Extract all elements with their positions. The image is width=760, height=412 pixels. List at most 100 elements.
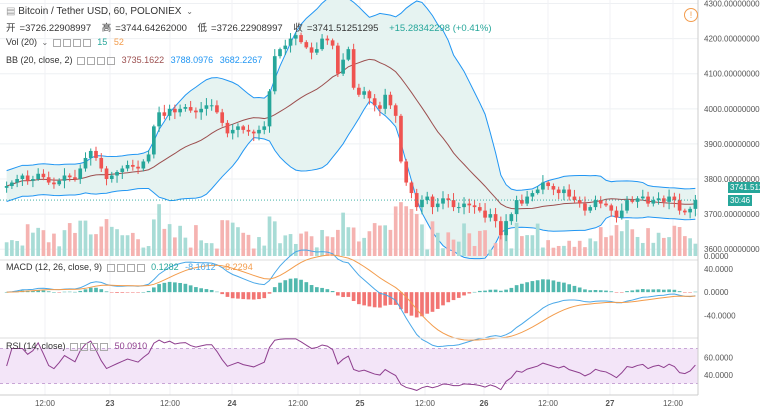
close-label: 收: [293, 23, 303, 34]
macd-histogram-bar: [567, 284, 572, 293]
rsi-legend[interactable]: RSI (14, close) 50.0910: [6, 341, 147, 351]
macd-histogram-bar: [541, 279, 545, 293]
more-icon[interactable]: [107, 56, 116, 65]
volume-bar: [520, 236, 524, 256]
volume-bar: [677, 227, 682, 256]
candle-body: [604, 203, 608, 206]
symbol-icon: ▤: [6, 6, 16, 17]
gear-icon[interactable]: [116, 263, 125, 272]
close-icon[interactable]: [126, 263, 135, 272]
macd-histogram-bar: [661, 289, 666, 293]
volume-bar: [52, 233, 56, 256]
macd-histogram-bar: [614, 292, 619, 293]
candle-body: [109, 175, 114, 180]
macd-histogram-bar: [141, 291, 146, 293]
macd-hist-value: 0.1282: [151, 262, 179, 272]
volume-bar: [120, 235, 125, 256]
vol-axis-tick: 0.0000: [704, 252, 729, 261]
eye-icon[interactable]: [77, 56, 86, 65]
volume-bar: [336, 229, 340, 256]
candle-body: [472, 205, 477, 208]
more-icon[interactable]: [136, 263, 145, 272]
vol-legend[interactable]: Vol (20) ⌄ 15 52: [6, 37, 124, 47]
gear-icon[interactable]: [62, 38, 71, 47]
gear-icon[interactable]: [80, 342, 89, 351]
volume-bar: [651, 242, 656, 256]
macd-histogram-bar: [230, 292, 235, 299]
volume-bar: [4, 242, 9, 256]
chevron-down-icon[interactable]: ⌄: [186, 7, 193, 16]
candle-body: [262, 126, 267, 130]
candle-body: [336, 45, 340, 74]
candle-body: [152, 126, 156, 155]
gear-icon[interactable]: [87, 56, 96, 65]
eye-icon[interactable]: [52, 38, 61, 47]
volume-bar: [262, 245, 267, 256]
volume-bar: [546, 240, 550, 256]
eye-icon[interactable]: [106, 263, 115, 272]
volume-bar: [246, 234, 251, 256]
rsi-panel: [0, 337, 698, 391]
candle-body: [556, 189, 561, 194]
volume-bar: [94, 234, 98, 256]
candle-body: [499, 221, 503, 236]
vol-value-1: 15: [97, 37, 108, 47]
macd-histogram-bar: [651, 289, 656, 293]
candle-body: [404, 161, 409, 183]
candle-body: [577, 200, 582, 204]
candle-body: [88, 150, 93, 158]
candle-body: [551, 186, 556, 190]
macd-axis-tick: 40.0000: [704, 265, 733, 274]
volume-bar: [146, 246, 151, 256]
open-value: 3726.22908997: [25, 23, 92, 34]
volume-bar: [362, 237, 366, 256]
bb-upper-line: [6, 0, 696, 191]
candle-body: [399, 115, 403, 162]
volume-bar: [10, 240, 14, 256]
volume-bar: [25, 224, 30, 256]
bb-lower-value: 3682.2267: [219, 55, 263, 65]
volume-bar: [20, 245, 25, 256]
candle-body: [430, 196, 435, 208]
candle-body: [288, 38, 293, 46]
candle-body: [304, 42, 309, 48]
candle-body: [136, 166, 140, 169]
candle-body: [320, 38, 324, 50]
vol-legend-name: Vol (20): [6, 37, 38, 47]
macd-histogram-bar: [451, 292, 456, 301]
volume-bar: [62, 230, 67, 256]
macd-histogram-bar: [162, 282, 167, 293]
vol-value-2: 52: [113, 37, 124, 47]
macd-histogram-bar: [183, 283, 188, 293]
close-icon[interactable]: [97, 56, 106, 65]
volume-bar: [556, 245, 561, 256]
alert-icon[interactable]: !: [684, 8, 698, 22]
chevron-down-icon[interactable]: ⌄: [41, 38, 49, 47]
candle-body: [351, 49, 356, 88]
candle-body: [614, 210, 619, 218]
macd-histogram-bar: [499, 290, 503, 293]
bb-legend[interactable]: BB (20, close, 2) 3735.1622 3788.0976 36…: [6, 55, 262, 65]
macd-histogram-bar: [672, 289, 677, 293]
time-axis-tick: 27: [606, 399, 615, 408]
rsi-band: [0, 348, 698, 384]
macd-histogram-bar: [346, 292, 351, 297]
macd-histogram-bar: [299, 279, 303, 293]
symbol-title[interactable]: ▤ Bitcoin / Tether USD, 60, POLONIEX ⌄: [6, 6, 193, 17]
volume-bar: [619, 231, 624, 256]
volume-bar: [425, 249, 430, 256]
macd-histogram-bar: [667, 289, 671, 293]
volume-bar: [346, 227, 351, 256]
time-axis-tick: 12:00: [415, 399, 436, 408]
close-icon[interactable]: [90, 342, 99, 351]
candle-body: [425, 196, 430, 201]
volume-bar: [588, 238, 593, 256]
more-icon[interactable]: [82, 38, 91, 47]
macd-legend[interactable]: MACD (12, 26, close, 9) 0.1282 -8.1012 -…: [6, 262, 253, 272]
eye-icon[interactable]: [70, 342, 79, 351]
macd-histogram-bar: [609, 291, 614, 293]
close-icon[interactable]: [72, 38, 81, 47]
more-icon[interactable]: [100, 342, 109, 351]
macd-histogram-bar: [420, 292, 424, 317]
volume-bar: [530, 235, 535, 256]
